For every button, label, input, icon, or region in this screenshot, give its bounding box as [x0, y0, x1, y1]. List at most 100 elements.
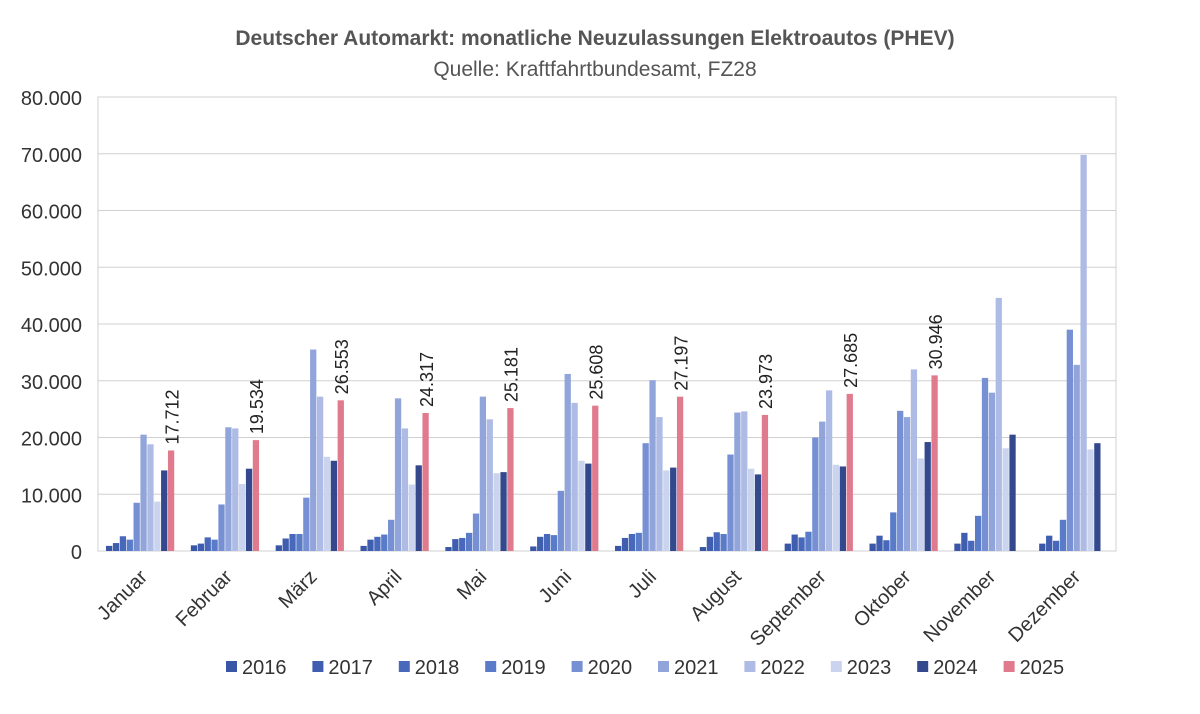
y-tick-label: 20.000 [21, 429, 82, 451]
bar-2020-7 [727, 454, 734, 551]
bar-2021-4 [479, 396, 487, 551]
bar-2020-5 [557, 490, 564, 551]
bar-2025-5 [592, 405, 599, 551]
bar-2025-0 [167, 450, 175, 551]
bar-2019-2 [296, 533, 303, 551]
bar-2022-6 [656, 417, 663, 551]
bar-2022-11 [1080, 154, 1087, 551]
bar-2024-1 [245, 468, 253, 551]
bar-2025-6 [676, 396, 684, 551]
bar-2017-3 [367, 539, 374, 551]
data-label: 25.608 [587, 345, 607, 400]
bar-2024-7 [754, 474, 762, 551]
legend-swatch-2021 [658, 661, 669, 672]
bar-2020-3 [388, 519, 395, 551]
bar-2025-8 [846, 393, 853, 551]
bar-2017-2 [282, 538, 289, 551]
bar-2023-9 [917, 458, 924, 551]
data-labels: 17.712 19.534 26.553 24.317 25.181 25.608 27.1… [162, 314, 946, 444]
bar-2017-9 [876, 535, 883, 551]
bar-2023-5 [578, 460, 585, 551]
bar-2021-1 [225, 427, 232, 551]
bar-2023-6 [663, 470, 670, 551]
legend: 2016 2017 2018 2019 2020 2021 2022 2023 2024 2025 [226, 657, 1064, 679]
bar-2016-1 [190, 545, 198, 551]
bar-2017-4 [452, 539, 459, 551]
bar-2021-2 [310, 349, 317, 551]
bar-2016-3 [360, 545, 367, 551]
bar-2018-2 [289, 533, 296, 551]
bar-2021-10 [988, 392, 996, 551]
bar-2022-8 [825, 390, 833, 551]
legend-swatch-2024 [917, 661, 929, 672]
y-tick-label: 30.000 [21, 372, 82, 394]
bar-2025-3 [422, 413, 429, 551]
legend-swatch-2017 [312, 661, 324, 672]
legend-swatch-2022 [744, 661, 756, 672]
legend-swatch-2025 [1003, 661, 1015, 672]
bar-2020-8 [812, 437, 819, 551]
bar-2018-1 [204, 537, 211, 551]
bar-2021-0 [140, 434, 147, 551]
data-label: 19.534 [247, 379, 267, 434]
bar-2016-10 [954, 543, 961, 551]
bar-2019-10 [974, 515, 982, 551]
bar-2017-11 [1046, 535, 1053, 551]
bar-2018-0 [119, 536, 127, 551]
bars [106, 154, 1101, 551]
bar-2022-1 [232, 428, 239, 551]
bar-2021-5 [564, 373, 571, 551]
data-label: 17.712 [162, 389, 182, 444]
bar-2020-1 [218, 504, 225, 551]
bar-2020-2 [303, 497, 310, 551]
bar-2016-7 [699, 547, 707, 551]
bar-2018-11 [1052, 540, 1060, 551]
bar-2025-9 [931, 375, 938, 551]
legend-label: 2024 [933, 657, 978, 679]
bar-2023-11 [1087, 449, 1094, 551]
bar-2024-11 [1094, 443, 1101, 551]
bar-2018-8 [798, 537, 805, 551]
bar-2020-9 [897, 410, 904, 551]
chart-subtitle: Quelle: Kraftfahrtbundesamt, FZ28 [433, 58, 756, 81]
bar-2021-9 [903, 417, 911, 551]
legend-label: 2023 [847, 657, 892, 679]
y-tick-label: 70.000 [21, 145, 82, 167]
bar-2021-8 [819, 421, 826, 551]
bar-2022-3 [401, 428, 409, 551]
data-label: 24.317 [417, 352, 437, 407]
legend-swatch-2016 [226, 661, 237, 672]
y-tick-label: 0 [71, 542, 82, 564]
bar-2019-8 [805, 531, 812, 551]
y-tick-label: 60.000 [21, 202, 82, 224]
legend-label: 2025 [1020, 657, 1065, 679]
plot-area-border [97, 96, 1117, 552]
bar-2025-2 [337, 400, 344, 551]
legend-swatch-2019 [485, 661, 497, 672]
bar-2023-2 [323, 456, 331, 551]
bar-2023-7 [748, 468, 755, 551]
bar-2023-0 [154, 501, 161, 551]
bar-2016-0 [106, 545, 113, 551]
legend-label: 2020 [588, 657, 633, 679]
bar-2017-8 [791, 534, 798, 551]
bar-2018-7 [713, 532, 720, 551]
bar-2025-7 [761, 414, 769, 551]
bar-2016-4 [445, 547, 452, 551]
bar-2016-6 [615, 545, 622, 551]
data-label: 25.181 [502, 347, 522, 402]
bar-2024-3 [415, 465, 422, 551]
bar-2023-8 [832, 464, 840, 551]
bar-2017-7 [706, 536, 713, 551]
bar-2023-1 [239, 484, 246, 551]
bar-2019-11 [1059, 519, 1067, 551]
bar-2018-10 [968, 540, 975, 551]
bar-2024-10 [1009, 434, 1016, 551]
bar-2020-0 [133, 502, 140, 551]
bar-2018-9 [883, 540, 890, 551]
bar-2025-4 [507, 408, 514, 551]
y-tick-label: 10.000 [21, 485, 82, 507]
bar-2017-10 [961, 532, 968, 551]
bar-2017-0 [112, 543, 120, 551]
